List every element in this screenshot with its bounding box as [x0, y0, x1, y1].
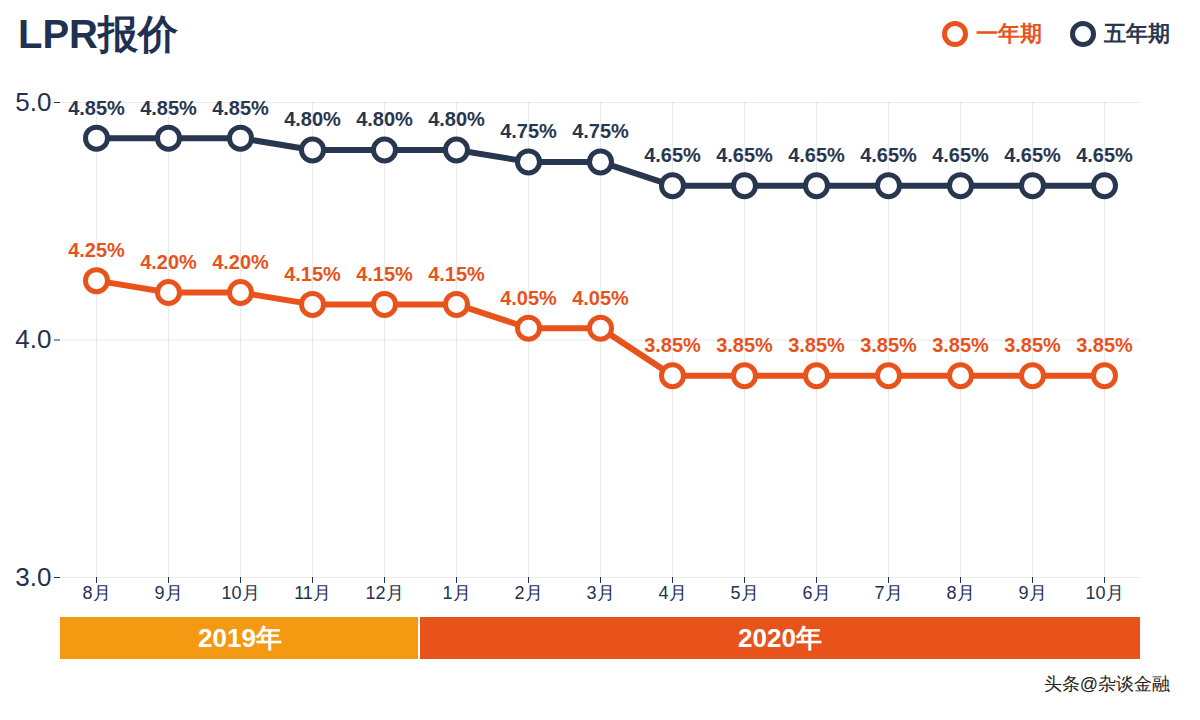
svg-text:12月: 12月: [365, 583, 403, 603]
svg-text:4.85%: 4.85%: [68, 97, 125, 119]
html-text:头条@杂谈金融: 头条@杂谈金融: [1043, 674, 1170, 694]
svg-text:5.0: 5.0: [15, 87, 51, 117]
html-text:一年期: 一年期: [976, 21, 1042, 46]
svg-text:4.15%: 4.15%: [428, 263, 485, 285]
svg-text:2月: 2月: [514, 583, 542, 603]
svg-text:4.80%: 4.80%: [284, 108, 341, 130]
svg-text:4.75%: 4.75%: [500, 120, 557, 142]
html-text:LPR报价: LPR报价: [18, 11, 178, 56]
svg-text:4.25%: 4.25%: [68, 239, 125, 261]
svg-text:3.85%: 3.85%: [716, 334, 773, 356]
svg-text:9月: 9月: [1018, 583, 1046, 603]
svg-text:4.15%: 4.15%: [284, 263, 341, 285]
svg-text:4.20%: 4.20%: [140, 251, 197, 273]
svg-text:4.65%: 4.65%: [1004, 144, 1061, 166]
svg-text:2019年: 2019年: [198, 623, 282, 653]
svg-text:4.05%: 4.05%: [572, 287, 629, 309]
svg-text:9月: 9月: [154, 583, 182, 603]
svg-text:4.65%: 4.65%: [716, 144, 773, 166]
svg-text:3.85%: 3.85%: [644, 334, 701, 356]
svg-text:10月: 10月: [1085, 583, 1123, 603]
svg-text:1月: 1月: [442, 583, 470, 603]
svg-text:4.80%: 4.80%: [356, 108, 413, 130]
svg-text:4.0: 4.0: [15, 324, 51, 354]
svg-text:4.85%: 4.85%: [140, 97, 197, 119]
svg-text:6月: 6月: [802, 583, 830, 603]
svg-text:3.0: 3.0: [15, 562, 51, 592]
svg-text:4.05%: 4.05%: [500, 287, 557, 309]
svg-text:8月: 8月: [946, 583, 974, 603]
svg-text:4月: 4月: [658, 583, 686, 603]
svg-text:4.15%: 4.15%: [356, 263, 413, 285]
svg-text:8月: 8月: [82, 583, 110, 603]
svg-text:3.85%: 3.85%: [1004, 334, 1061, 356]
svg-text:3月: 3月: [586, 583, 614, 603]
svg-text:4.65%: 4.65%: [1076, 144, 1133, 166]
svg-text:4.80%: 4.80%: [428, 108, 485, 130]
svg-text:4.20%: 4.20%: [212, 251, 269, 273]
svg-text:5月: 5月: [730, 583, 758, 603]
svg-text:4.65%: 4.65%: [860, 144, 917, 166]
svg-text:10月: 10月: [221, 583, 259, 603]
svg-text:4.65%: 4.65%: [788, 144, 845, 166]
svg-text:4.75%: 4.75%: [572, 120, 629, 142]
svg-text:4.65%: 4.65%: [932, 144, 989, 166]
svg-text:4.85%: 4.85%: [212, 97, 269, 119]
svg-text:3.85%: 3.85%: [932, 334, 989, 356]
svg-text:7月: 7月: [874, 583, 902, 603]
svg-text:3.85%: 3.85%: [860, 334, 917, 356]
svg-text:3.85%: 3.85%: [1076, 334, 1133, 356]
svg-text:2020年: 2020年: [738, 623, 822, 653]
svg-text:11月: 11月: [294, 583, 331, 603]
svg-text:4.65%: 4.65%: [644, 144, 701, 166]
html-text:五年期: 五年期: [1104, 21, 1170, 46]
svg-text:3.85%: 3.85%: [788, 334, 845, 356]
